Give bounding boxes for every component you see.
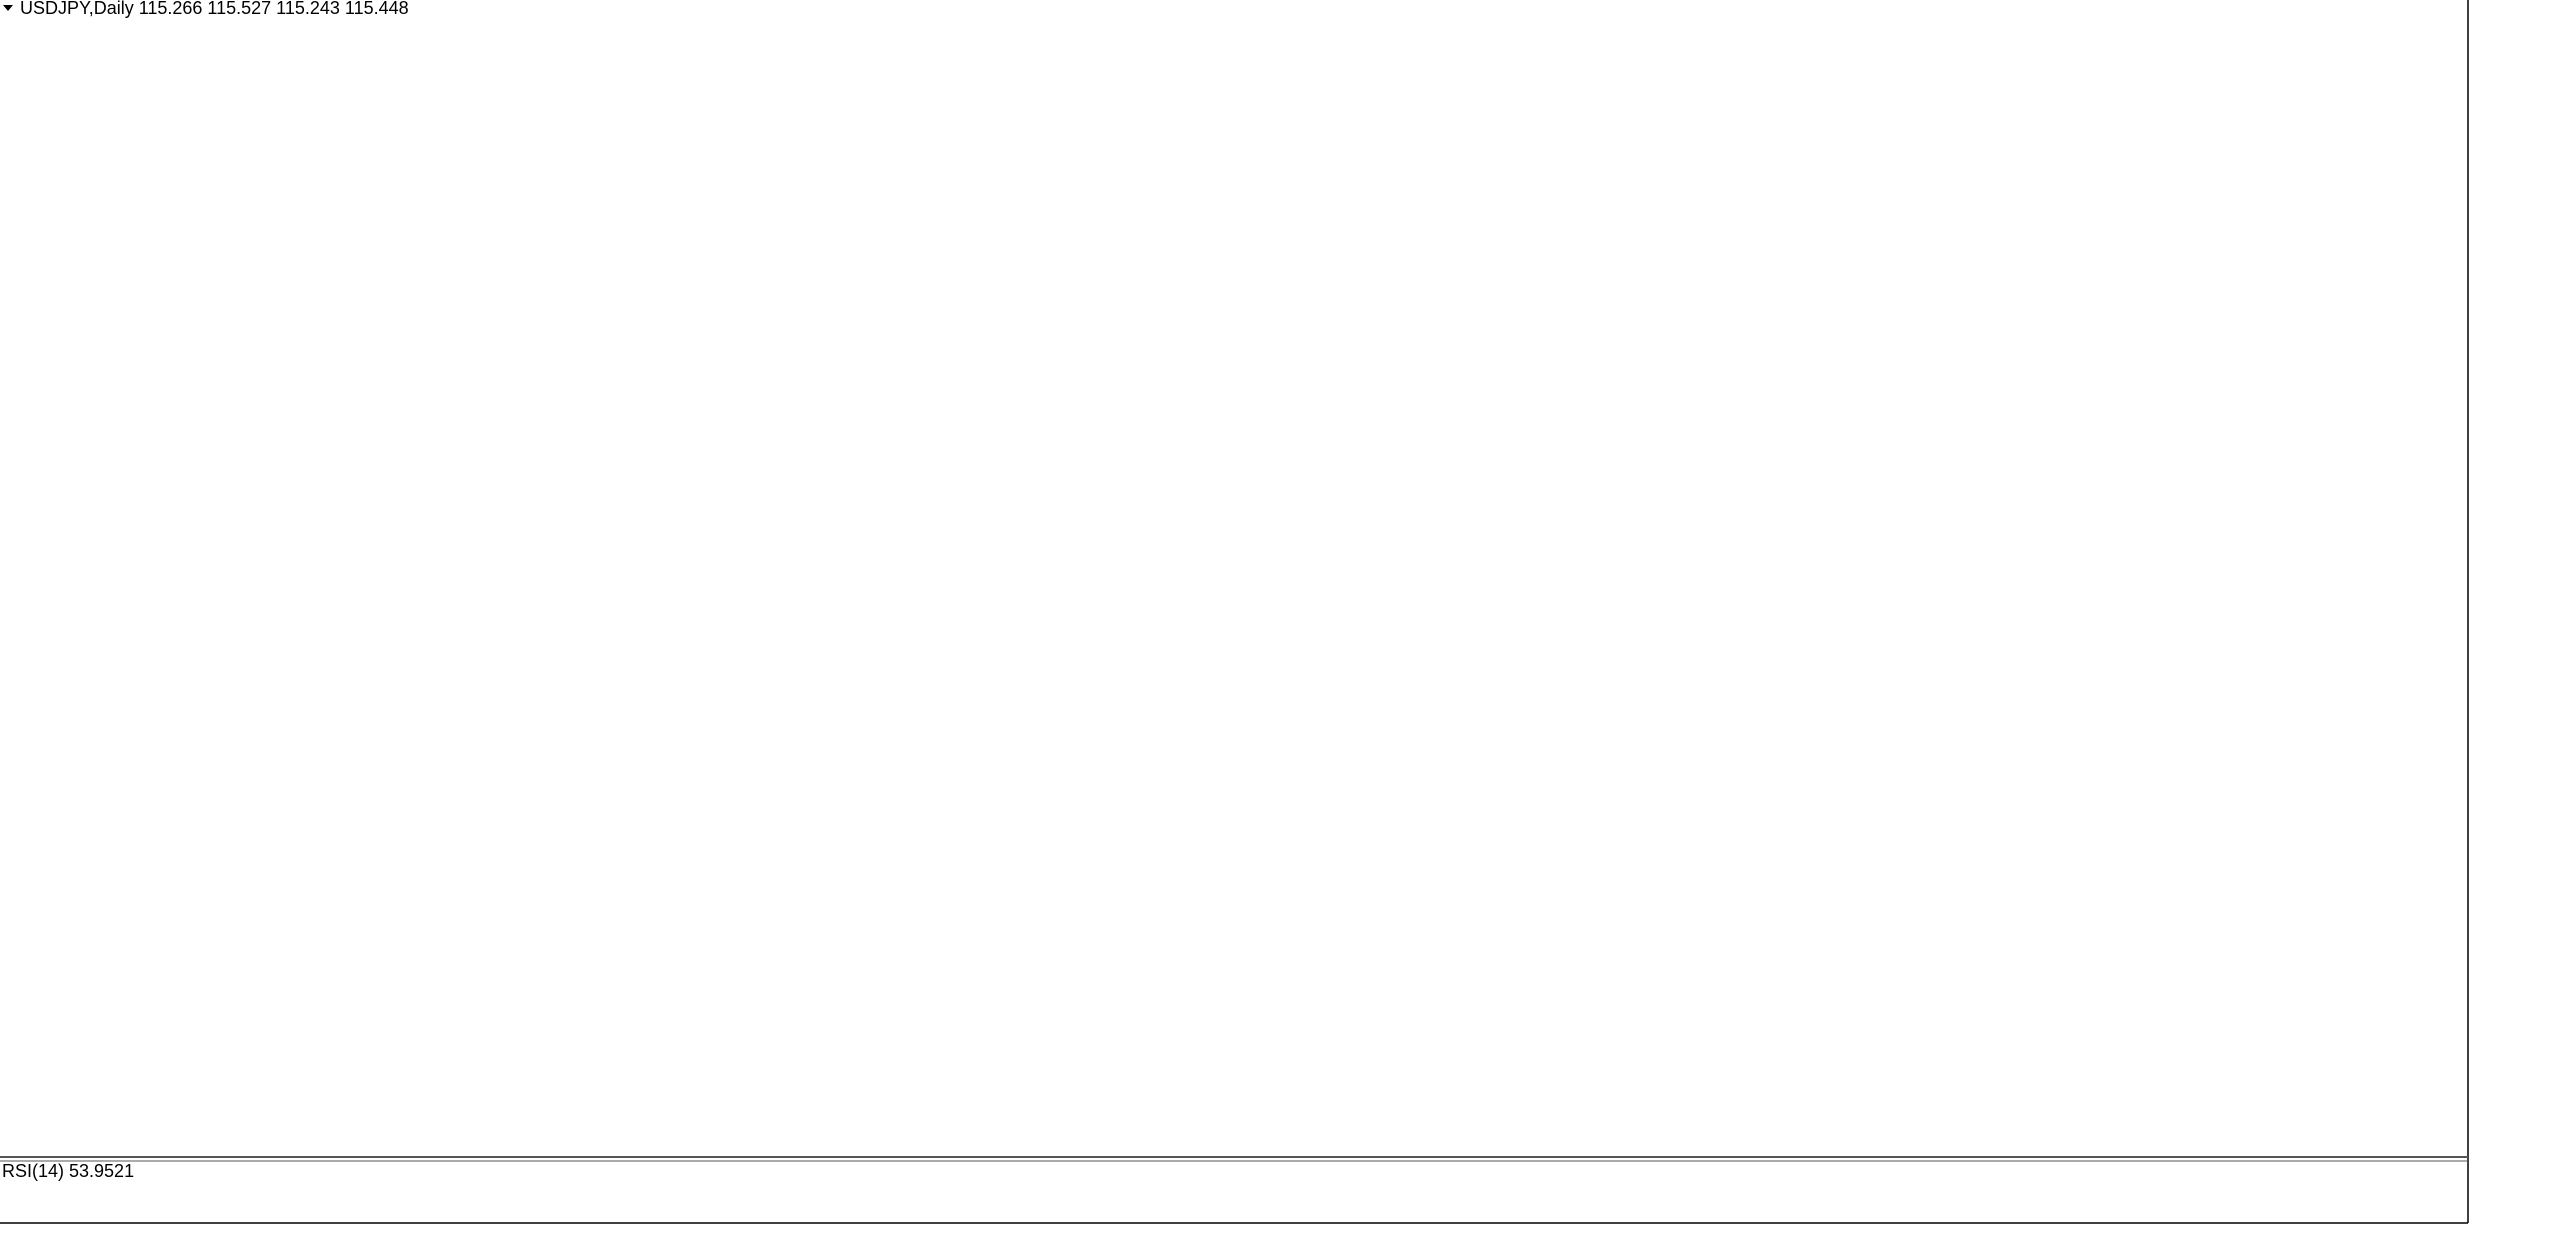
chart-title: USDJPY,Daily 115.266 115.527 115.243 115… [20, 0, 409, 18]
rsi-label: RSI(14) 53.9521 [2, 1161, 134, 1181]
menu-arrow[interactable] [3, 5, 13, 11]
